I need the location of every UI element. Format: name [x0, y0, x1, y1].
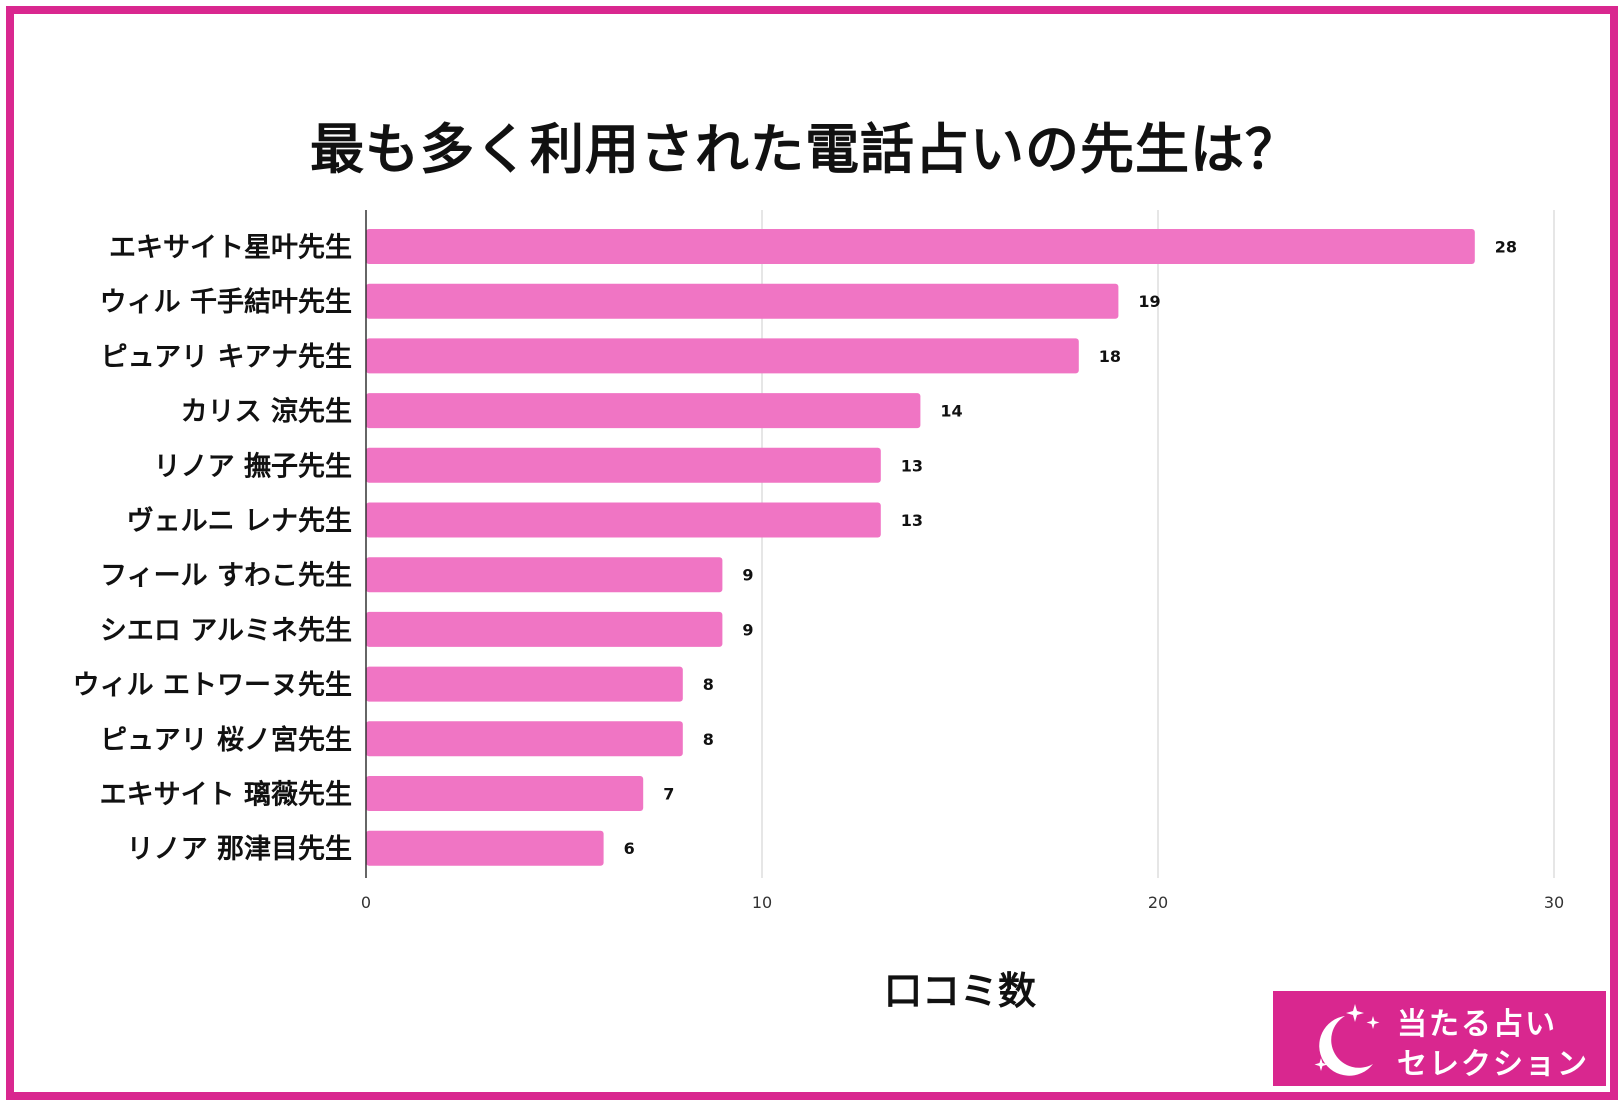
value-label: 6 [624, 839, 635, 858]
logo-text-line1: 当たる占い [1397, 1007, 1557, 1042]
category-label: リノア 撫子先生 [154, 451, 352, 482]
bar [366, 447, 881, 483]
bar [366, 776, 644, 811]
bar [366, 283, 1119, 319]
bar [366, 502, 881, 538]
value-label: 19 [1138, 292, 1160, 311]
x-tick-label: 10 [752, 893, 772, 912]
value-label: 8 [703, 675, 714, 694]
chart-frame [6, 6, 1618, 1100]
x-axis-label: 口コミ数 [883, 969, 1036, 1013]
category-label: ピュアリ キアナ先生 [101, 342, 352, 373]
bar [366, 611, 723, 647]
category-label: ヴェルニ レナ先生 [127, 505, 352, 537]
logo-text-line2: セレクション [1397, 1047, 1589, 1082]
value-label: 13 [901, 456, 923, 475]
value-label: 13 [901, 511, 923, 530]
bar [366, 229, 1475, 264]
value-label: 8 [703, 730, 714, 749]
category-label: シエロ アルミネ先生 [100, 615, 352, 646]
category-label: フィール すわこ先生 [100, 561, 352, 592]
bar [366, 830, 604, 866]
value-label: 28 [1495, 238, 1517, 257]
bar [366, 338, 1079, 374]
category-label: リノア 那津目先生 [127, 834, 352, 865]
value-label: 7 [663, 785, 674, 804]
chart-title: 最も多く利用された電話占いの先生は？ [310, 118, 1300, 181]
x-tick-label: 0 [361, 893, 371, 912]
bar [366, 557, 723, 593]
x-tick-label: 20 [1148, 893, 1168, 912]
category-label: エキサイト 璃薇先生 [100, 780, 352, 811]
value-label: 18 [1099, 347, 1121, 366]
bar [366, 666, 683, 702]
value-label: 9 [742, 566, 753, 585]
value-label: 14 [940, 402, 962, 421]
category-label: ウィル 千手結叶先生 [100, 286, 352, 318]
category-label: ピュアリ 桜ノ宮先生 [100, 724, 352, 756]
x-tick-label: 30 [1544, 893, 1564, 912]
bar-chart: 0 10 20 30 エキサイト星叶先生 28 ウィル 千手結叶先生 19 ピュアリ キアナ先生… [73, 210, 1564, 912]
category-label: カリス 涼先生 [181, 397, 352, 428]
brand-logo: 当たる占い セレクション [1273, 991, 1606, 1086]
crescent-moon-stars-icon [1314, 1004, 1380, 1076]
category-label: ウィル エトワーヌ先生 [73, 670, 352, 701]
bar [366, 721, 683, 757]
category-label: エキサイト星叶先生 [109, 233, 352, 264]
value-label: 9 [742, 620, 753, 639]
bar [366, 393, 921, 429]
